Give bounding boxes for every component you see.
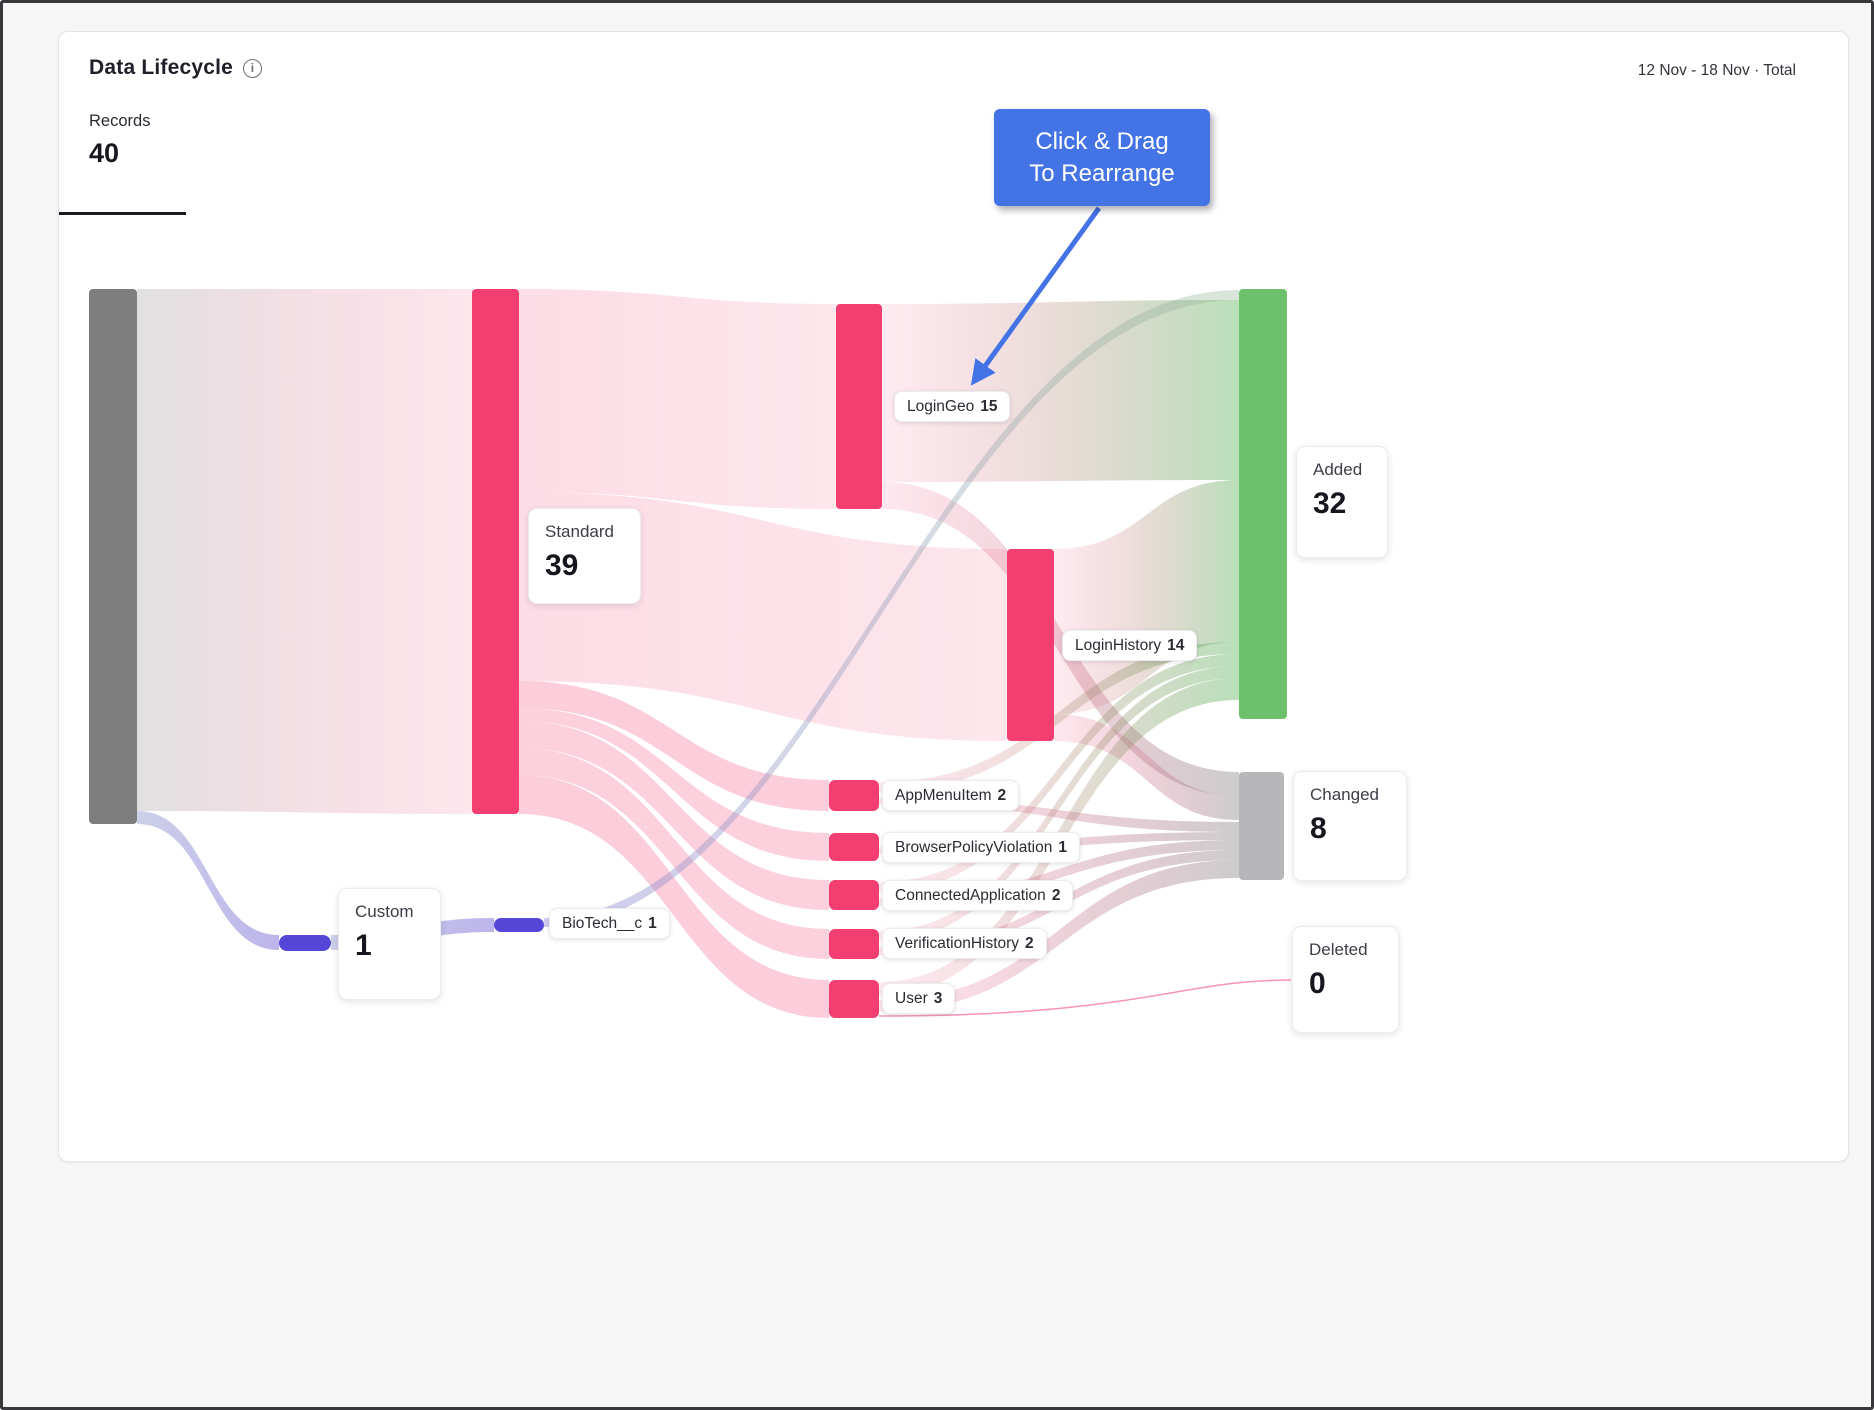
- sankey-node-verificationhistory[interactable]: [829, 929, 879, 959]
- node-label-biotech[interactable]: BioTech__c 1: [549, 908, 670, 939]
- node-label-verificationhistory[interactable]: VerificationHistory 2: [882, 928, 1047, 959]
- records-tab-indicator: [59, 212, 186, 215]
- node-card-added[interactable]: Added 32: [1296, 446, 1388, 558]
- rearrange-tooltip: Click & Drag To Rearrange: [994, 109, 1210, 206]
- sankey-node-browserpolicyviolation[interactable]: [829, 833, 879, 861]
- sankey-node-biotech[interactable]: [494, 918, 544, 932]
- sankey-link-standard-browserpolicyviolation: [519, 708, 829, 861]
- sankey-link-standard-verificationhistory: [519, 748, 829, 959]
- node-label-connectedapplication[interactable]: ConnectedApplication 2: [882, 880, 1074, 911]
- sankey-node-custom[interactable]: [279, 935, 331, 951]
- records-label: Records: [89, 112, 151, 130]
- page-title: Data Lifecycle i: [89, 56, 263, 80]
- date-range-label: 12 Nov - 18 Nov · Total: [1637, 62, 1796, 79]
- sankey-node-loginhistory[interactable]: [1007, 549, 1054, 741]
- sankey-link-source-custom: [137, 811, 279, 950]
- rearrange-tooltip-line1: Click & Drag: [1035, 127, 1169, 155]
- info-icon[interactable]: i: [243, 58, 263, 78]
- sankey-node-added[interactable]: [1239, 289, 1287, 719]
- sankey-link-user-changed: [879, 860, 1239, 1012]
- node-label-user[interactable]: User 3: [882, 983, 956, 1014]
- sankey-node-changed[interactable]: [1239, 772, 1284, 880]
- sankey-node-logingeo[interactable]: [836, 304, 882, 509]
- node-card-deleted[interactable]: Deleted 0: [1292, 926, 1399, 1033]
- node-label-loginhistory[interactable]: LoginHistory 14: [1062, 630, 1198, 661]
- node-label-browserpolicyviolation[interactable]: BrowserPolicyViolation 1: [882, 832, 1080, 863]
- sankey-link-standard-appmenuitem: [519, 681, 829, 811]
- sankey-node-standard[interactable]: [472, 289, 519, 814]
- node-card-standard[interactable]: Standard 39: [528, 508, 641, 604]
- node-label-appmenuitem[interactable]: AppMenuItem 2: [882, 780, 1020, 811]
- sankey-link-standard-loginhistory: [519, 492, 1007, 741]
- node-card-changed[interactable]: Changed 8: [1293, 771, 1407, 881]
- sankey-node-user[interactable]: [829, 980, 879, 1018]
- sankey-link-user-deleted: [878, 979, 1292, 1017]
- records-tab[interactable]: Records 40: [59, 112, 239, 215]
- sankey-link-verificationhistory-added: [879, 666, 1239, 941]
- sankey-link-loginhistory-changed: [1054, 714, 1239, 820]
- sankey-link-standard-logingeo: [519, 289, 836, 509]
- sankey-link-source-standard: [137, 289, 472, 814]
- sankey-diagram: Standard 39 Custom 1 Added 32 Changed 8 …: [59, 32, 1850, 1163]
- sankey-node-appmenuitem[interactable]: [829, 780, 879, 811]
- sankey-node-connectedapplication[interactable]: [829, 880, 879, 910]
- sankey-link-connectedapplication-changed: [879, 840, 1239, 906]
- sankey-link-connectedapplication-added: [879, 654, 1239, 892]
- data-lifecycle-card: Data Lifecycle i 12 Nov - 18 Nov · Total…: [58, 31, 1849, 1162]
- sankey-link-logingeo-added: [882, 300, 1239, 482]
- sankey-node-source[interactable]: [89, 289, 137, 824]
- records-value: 40: [89, 138, 120, 168]
- page-title-text: Data Lifecycle: [89, 56, 234, 79]
- sankey-link-appmenuitem-added: [879, 642, 1239, 792]
- tooltip-arrow: [970, 206, 1102, 386]
- sankey-link-standard-user: [519, 775, 829, 1018]
- sankey-link-standard-connectedapplication: [519, 721, 829, 910]
- node-label-logingeo[interactable]: LoginGeo 15: [894, 391, 1011, 422]
- node-card-custom[interactable]: Custom 1: [338, 888, 441, 1000]
- rearrange-tooltip-line2: To Rearrange: [1029, 159, 1175, 187]
